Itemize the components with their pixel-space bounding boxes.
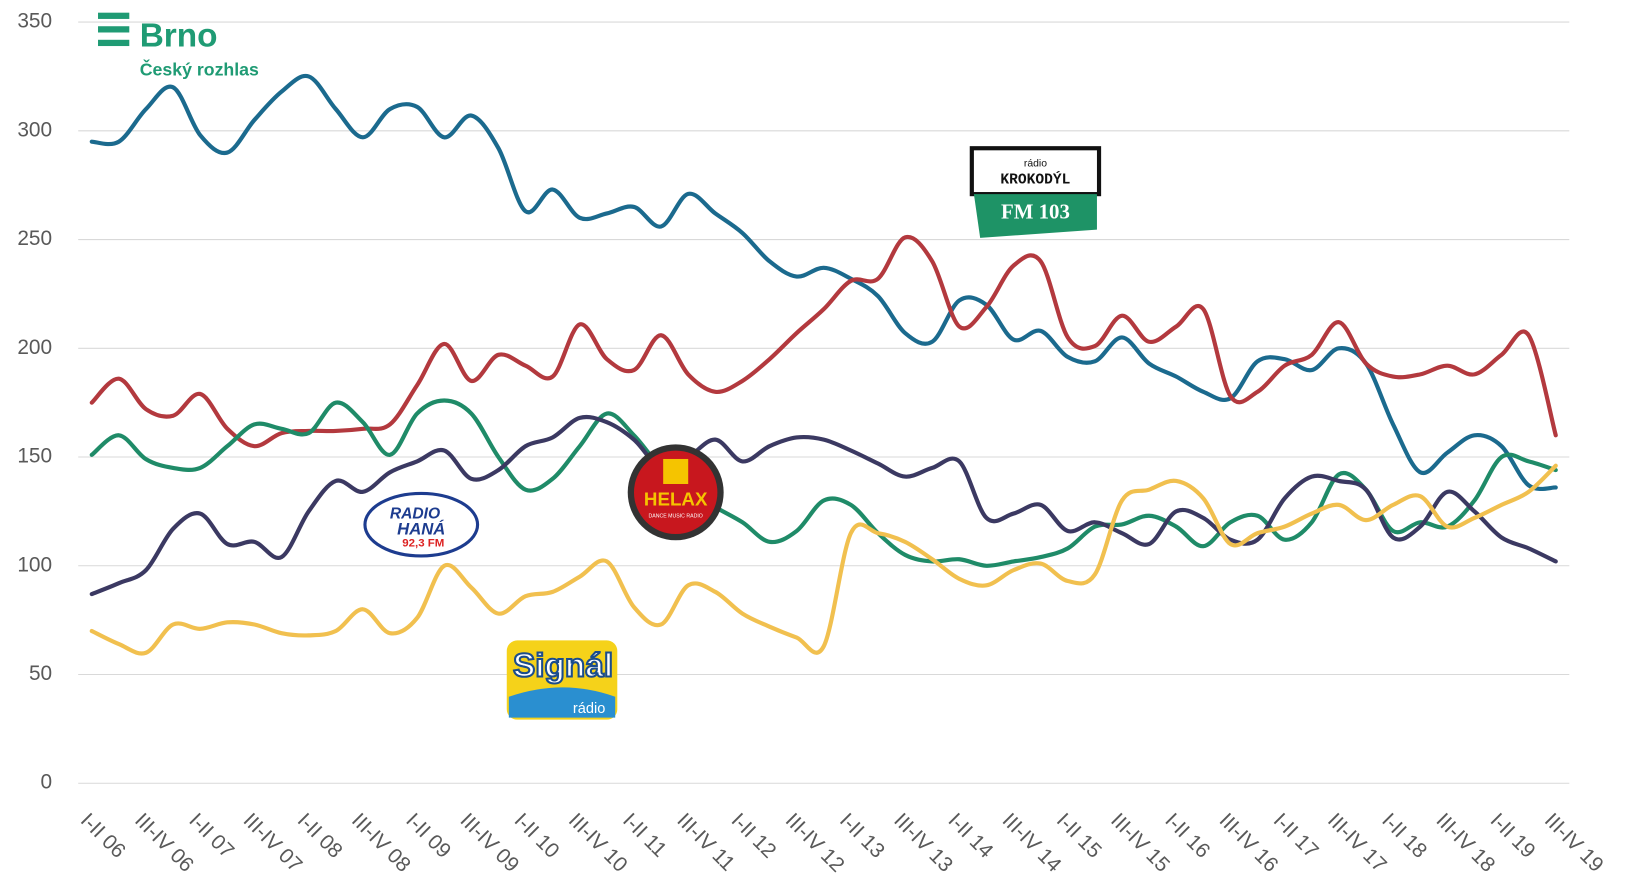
logo-shape xyxy=(663,458,689,484)
x-tick-label: III-IV 13 xyxy=(889,809,957,877)
logo-text: 92,3 FM xyxy=(402,537,444,549)
series-line xyxy=(89,414,1558,597)
logo-shape xyxy=(508,687,616,718)
logo-brno: Brno Český rozhlas xyxy=(98,12,259,80)
logo-shape xyxy=(363,491,480,558)
logo-signal: Signál rádio xyxy=(506,640,618,720)
logo-text: Český rozhlas xyxy=(140,59,259,80)
logo-text: RADIO xyxy=(390,505,440,522)
x-tick-label: III-IV 08 xyxy=(347,809,415,877)
y-tick-label: 350 xyxy=(17,10,52,33)
logo-text: rádio xyxy=(573,701,605,717)
y-tick-label: 300 xyxy=(17,118,52,141)
logo-text: Signál xyxy=(513,647,613,684)
lines xyxy=(89,73,1558,656)
y-tick-label: 250 xyxy=(17,227,52,250)
y-tick-label: 150 xyxy=(17,445,52,468)
logo-shape xyxy=(98,26,130,33)
logo-text: rádio xyxy=(1024,159,1047,170)
y-tick-label: 100 xyxy=(17,553,52,576)
x-tick-label: III-IV 15 xyxy=(1106,809,1174,877)
logo-text: KROKODÝL xyxy=(1000,170,1070,188)
logo-shape xyxy=(633,450,718,535)
series-line xyxy=(89,398,1558,568)
y-tick-label: 200 xyxy=(17,336,52,359)
x-tick-label: III-IV 18 xyxy=(1432,809,1500,877)
x-tick-label: I-II 06 xyxy=(76,809,130,863)
x-tick-label: III-IV 07 xyxy=(239,809,307,877)
x-tick-label: III-IV 12 xyxy=(781,809,849,877)
logo-shape xyxy=(973,194,1097,238)
y-tick-label: 50 xyxy=(29,662,52,685)
series-line xyxy=(89,234,1558,449)
logo-krokodyl: rádio KROKODÝL FM 103 xyxy=(969,146,1102,238)
x-tick-label: III-IV 06 xyxy=(130,809,198,877)
series-line xyxy=(89,463,1558,656)
logo-shape xyxy=(98,12,130,19)
logo-text: DANCE MUSIC RADIO xyxy=(649,514,703,520)
x-tick-label: III-IV 19 xyxy=(1540,809,1608,877)
x-tick-label: III-IV 16 xyxy=(1215,809,1283,877)
series-line xyxy=(89,73,1558,492)
logo-shape xyxy=(969,146,1102,197)
logo-hana: RADIO HANÁ 92,3 FM xyxy=(363,491,480,558)
logo-text: HANÁ xyxy=(397,519,445,538)
x-tick-label: III-IV 10 xyxy=(564,809,632,877)
x-tick-label: III-IV 14 xyxy=(998,809,1066,877)
x-tick-label: III-IV 17 xyxy=(1323,809,1391,877)
logo-text: FM 103 xyxy=(1001,200,1070,224)
logos: Brno Český rozhlas rádio KROKODÝL FM 103… xyxy=(98,12,1102,720)
x-tick-label: III-IV 11 xyxy=(672,809,739,876)
y-tick-label: 0 xyxy=(41,771,53,794)
logo-helax: HELAX DANCE MUSIC RADIO xyxy=(627,444,724,541)
logo-text: HELAX xyxy=(644,489,708,510)
x-tick-label: III-IV 09 xyxy=(456,809,524,877)
logo-text: Brno xyxy=(140,18,218,55)
logo-shape xyxy=(98,39,130,47)
